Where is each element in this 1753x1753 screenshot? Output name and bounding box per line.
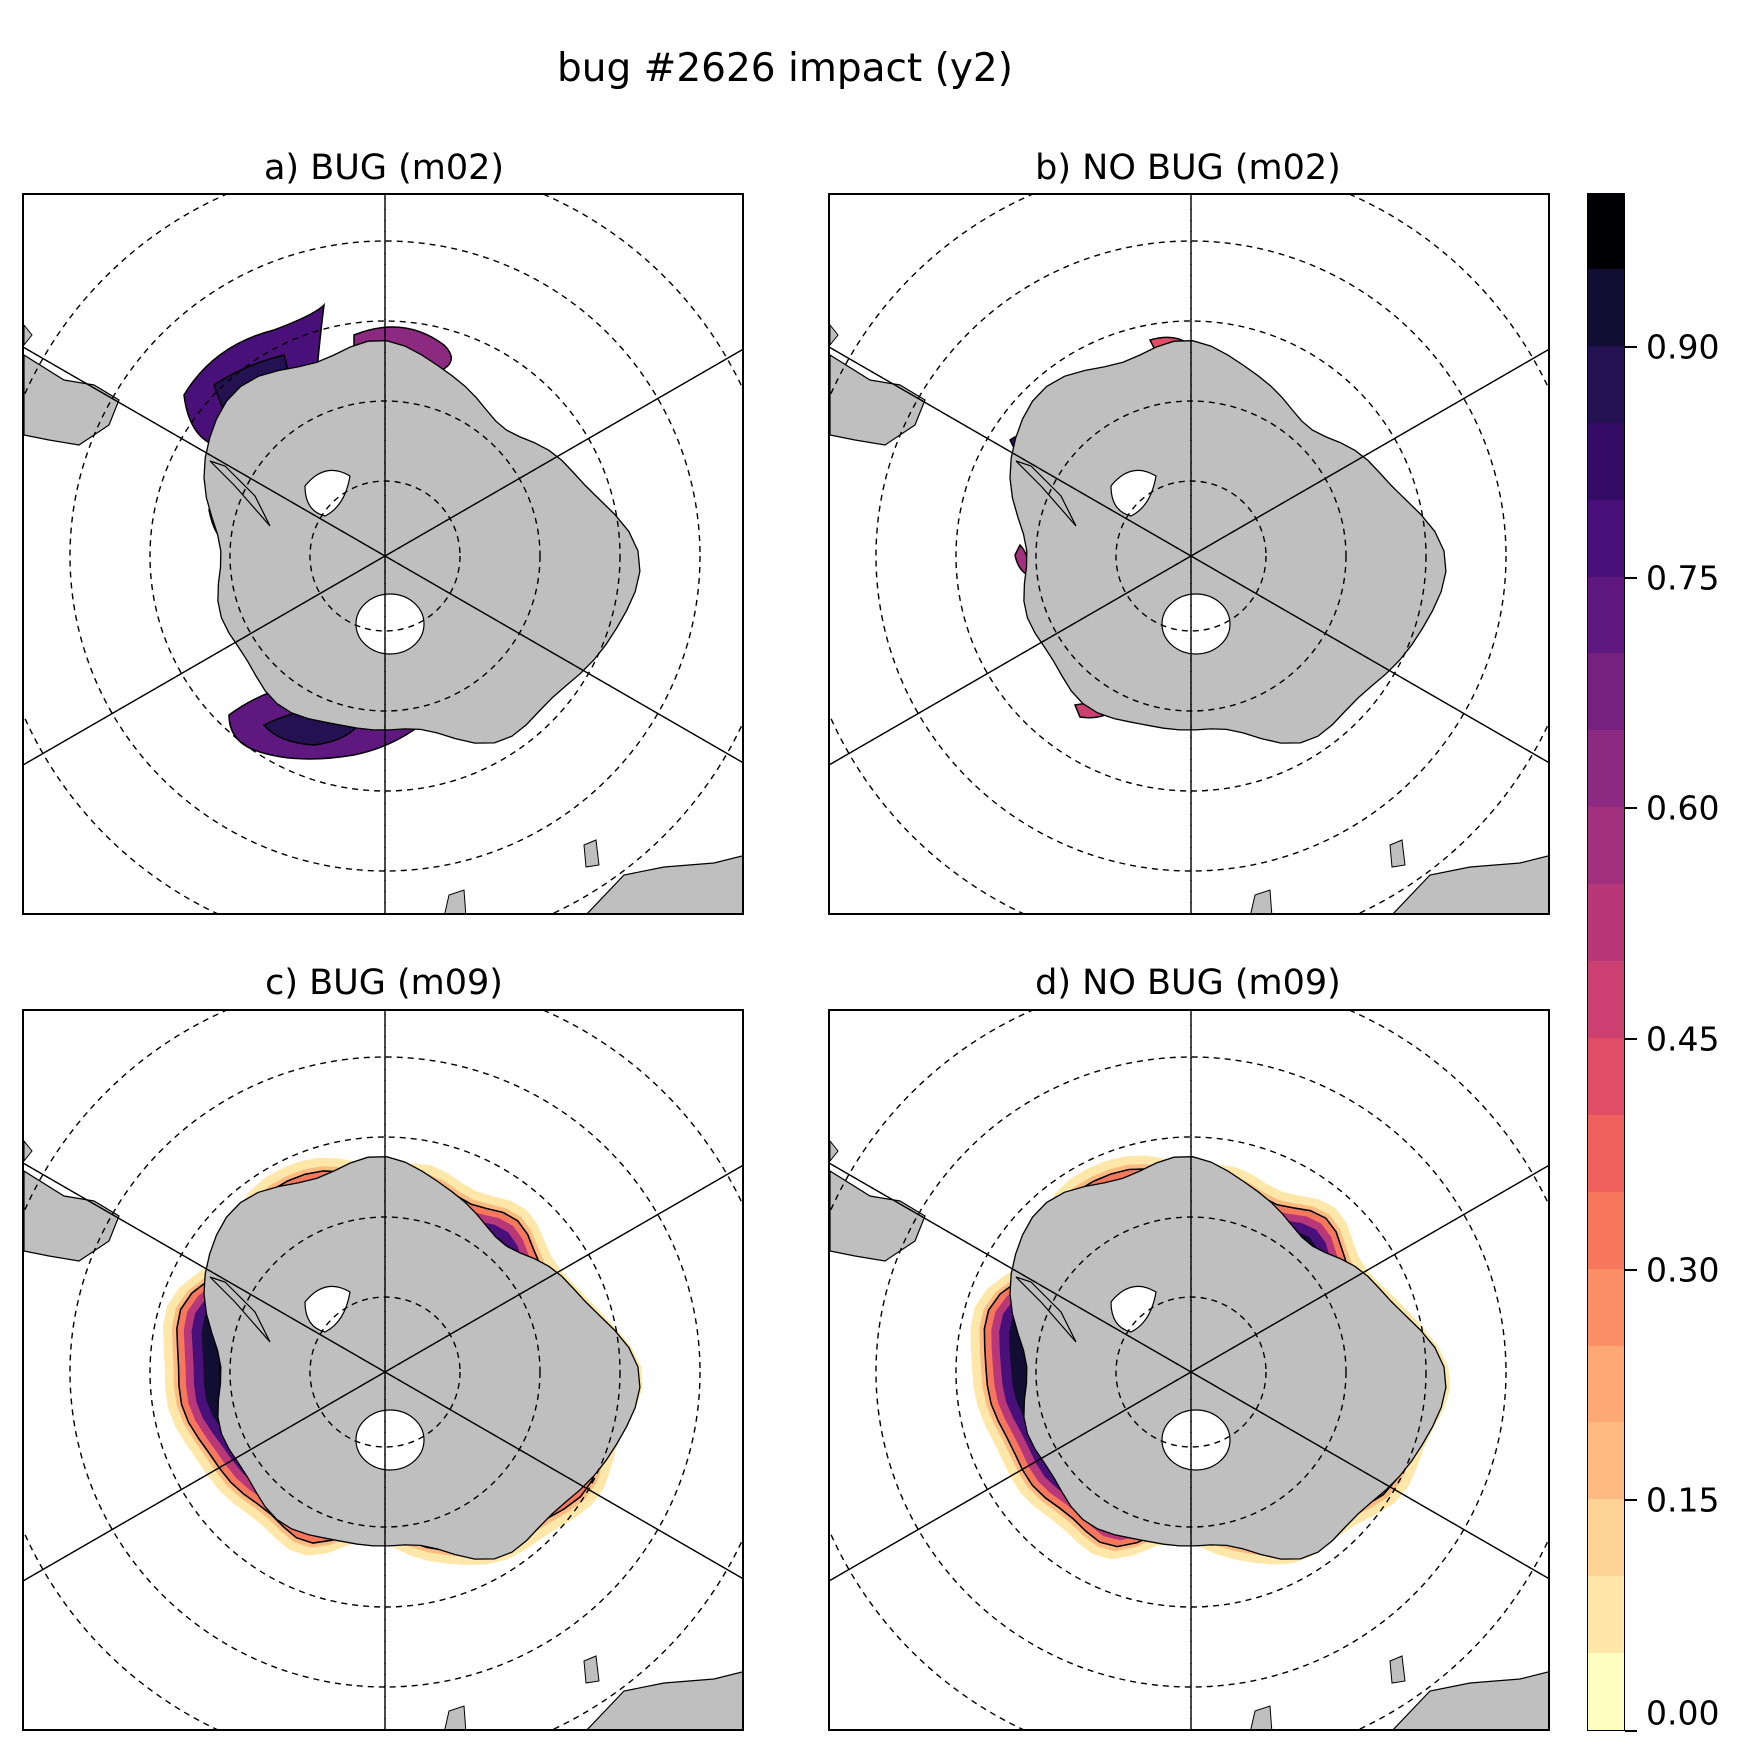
- panel-title-c: c) BUG (m09): [265, 963, 503, 1003]
- antarctic-peninsula: [209, 1276, 271, 1343]
- colorbar-level: [1588, 1345, 1624, 1423]
- colorbar-level: [1588, 1652, 1624, 1730]
- colorbar-level: [1588, 499, 1624, 577]
- ross-ice-shelf: [1161, 593, 1231, 655]
- map-panel-c: [22, 1009, 744, 1731]
- colorbar-tick: [1625, 1268, 1637, 1271]
- latitude-circle: [875, 1056, 1507, 1688]
- ross-ice-shelf: [355, 1409, 425, 1471]
- colorbar-level: [1588, 576, 1624, 654]
- island-land: [1389, 839, 1406, 868]
- ross-ice-shelf: [355, 593, 425, 655]
- colorbar-tick-label: 0.60: [1646, 788, 1720, 828]
- latitude-circle: [69, 1056, 701, 1688]
- weddell-ice-shelf: [1110, 469, 1157, 517]
- latitude-circle: [69, 240, 701, 872]
- antarctica-landmass: [203, 1156, 641, 1560]
- meridian-line: [24, 1162, 742, 1579]
- island-land: [583, 1655, 600, 1684]
- island-land: [830, 1140, 839, 1162]
- island-land: [583, 839, 600, 868]
- island-land: [24, 324, 33, 346]
- graticule: [24, 1011, 742, 1729]
- antarctica-landmass: [1009, 340, 1447, 744]
- colorbar-level: [1588, 268, 1624, 346]
- colorbar-tick-label: 0.15: [1646, 1480, 1720, 1520]
- panel-title-a: a) BUG (m02): [263, 148, 505, 188]
- antarctic-peninsula: [1015, 1276, 1077, 1343]
- south-america-land: [830, 354, 926, 446]
- weddell-ice-shelf: [304, 1285, 351, 1333]
- colorbar-level: [1588, 422, 1624, 500]
- colorbar-tick: [1625, 1037, 1637, 1040]
- meridian-line: [830, 1162, 1548, 1579]
- colorbar-tick-label: 0.90: [1646, 327, 1720, 367]
- graticule: [830, 195, 1548, 913]
- colorbar-tick: [1625, 1730, 1637, 1732]
- colorbar-level: [1588, 1575, 1624, 1654]
- colorbar-level: [1588, 806, 1624, 885]
- island-land: [24, 1140, 33, 1162]
- panel-title-b: b) NO BUG (m02): [1035, 148, 1341, 188]
- colorbar-level: [1588, 1037, 1624, 1115]
- map-panel-b: [828, 193, 1550, 915]
- antarctica-landmass: [1009, 1156, 1447, 1560]
- polar-map-a: [24, 195, 742, 913]
- weddell-ice-shelf: [1110, 1285, 1157, 1333]
- colorbar-level: [1588, 729, 1624, 808]
- graticule: [24, 195, 742, 913]
- south-america-land: [24, 354, 120, 446]
- colorbar-level: [1588, 652, 1624, 731]
- latitude-circle: [875, 240, 1507, 872]
- map-panel-d: [828, 1009, 1550, 1731]
- island-land: [444, 889, 467, 913]
- colorbar-level: [1588, 345, 1624, 423]
- island-land: [1250, 1705, 1273, 1729]
- colorbar-level: [1588, 194, 1624, 269]
- weddell-ice-shelf: [304, 469, 351, 517]
- antarctic-peninsula: [209, 460, 271, 527]
- polar-map-c: [24, 1011, 742, 1729]
- colorbar-tick-label: 0.75: [1646, 558, 1720, 597]
- south-america-land: [24, 1170, 120, 1262]
- australia-land: [586, 855, 742, 913]
- meridian-line: [24, 346, 742, 763]
- island-land: [1389, 1655, 1406, 1684]
- island-land: [1250, 889, 1273, 913]
- antarctic-peninsula: [1015, 460, 1077, 527]
- ross-ice-shelf: [1161, 1409, 1231, 1471]
- colorbar-level: [1588, 883, 1624, 961]
- australia-land: [586, 1671, 742, 1729]
- colorbar-tick: [1625, 345, 1637, 348]
- meridian-line: [830, 346, 1548, 763]
- colorbar-level: [1588, 1268, 1624, 1346]
- map-panel-a: [22, 193, 744, 915]
- panel-title-d: d) NO BUG (m09): [1035, 963, 1341, 1003]
- colorbar-tick-label: 0.30: [1646, 1250, 1720, 1290]
- australia-land: [1392, 855, 1548, 913]
- colorbar-tick-label: 0.00: [1646, 1693, 1720, 1733]
- colorbar-level: [1588, 1114, 1624, 1192]
- colorbar-level: [1588, 1498, 1624, 1577]
- polar-map-d: [830, 1011, 1548, 1729]
- australia-land: [1392, 1671, 1548, 1729]
- island-land: [830, 324, 839, 346]
- south-america-land: [830, 1170, 926, 1262]
- colorbar-tick: [1625, 1499, 1637, 1502]
- graticule: [830, 1011, 1548, 1729]
- colorbar: [1587, 193, 1625, 1731]
- colorbar-level: [1588, 1191, 1624, 1269]
- colorbar-tick-label: 0.45: [1646, 1019, 1720, 1059]
- polar-map-b: [830, 195, 1548, 913]
- antarctica-landmass: [203, 340, 641, 744]
- colorbar-level: [1588, 960, 1624, 1038]
- colorbar-level: [1588, 1421, 1624, 1500]
- colorbar-tick: [1625, 576, 1637, 579]
- island-land: [444, 1705, 467, 1729]
- colorbar-tick: [1625, 807, 1637, 810]
- figure-title: bug #2626 impact (y2): [557, 46, 1013, 91]
